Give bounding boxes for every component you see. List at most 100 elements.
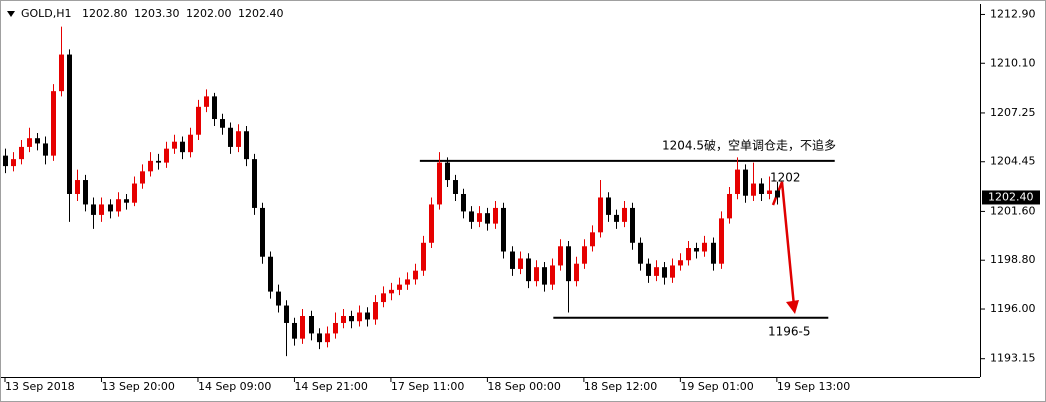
candle-body xyxy=(3,155,8,167)
candle-body xyxy=(558,246,563,266)
candle-body xyxy=(325,333,330,343)
candle-body xyxy=(638,242,643,264)
candle-body xyxy=(751,183,756,196)
x-tick-label: 18 Sep 12:00 xyxy=(584,380,657,393)
candle-body xyxy=(743,169,748,196)
candle-body xyxy=(204,96,209,107)
header-value: 1202.40 xyxy=(238,7,284,20)
candle-body xyxy=(582,246,587,264)
candle-body xyxy=(292,322,297,339)
candle-body xyxy=(694,248,699,252)
current-price-box xyxy=(982,190,1040,205)
candle-body xyxy=(453,180,458,194)
candle-body xyxy=(574,263,579,282)
candle-body xyxy=(381,293,386,303)
candle-body xyxy=(670,265,675,278)
candle-body xyxy=(75,180,80,194)
y-tick-label: 1212.90 xyxy=(990,7,1036,20)
y-tick-label: 1193.15 xyxy=(990,352,1036,365)
candle-body xyxy=(268,256,273,292)
candle-body xyxy=(236,131,241,147)
candle-body xyxy=(526,258,531,282)
candle-body xyxy=(27,138,32,147)
candle-body xyxy=(132,183,137,203)
header-value: 1202.80 xyxy=(82,7,128,20)
candle-body xyxy=(365,312,370,320)
candle-body xyxy=(429,204,434,243)
candle-body xyxy=(244,131,249,160)
y-tick-label: 1196.00 xyxy=(990,302,1036,315)
candle-body xyxy=(711,242,716,264)
candle-body xyxy=(518,258,523,269)
candle-body xyxy=(767,190,772,194)
candle-body xyxy=(188,134,193,153)
candle-body xyxy=(493,207,498,224)
candle-body xyxy=(727,193,732,219)
candle-body xyxy=(598,197,603,233)
candle-body xyxy=(534,267,539,282)
candle-body xyxy=(654,267,659,276)
x-tick-label: 19 Sep 01:00 xyxy=(680,380,753,393)
x-tick-label: 18 Sep 00:00 xyxy=(487,380,560,393)
annotation: 1196-5 xyxy=(768,325,811,339)
candle-body xyxy=(469,211,474,222)
candle-body xyxy=(477,213,482,222)
candle-body xyxy=(140,171,145,184)
candle-body xyxy=(99,204,104,215)
candle-body xyxy=(702,242,707,252)
candle-body xyxy=(389,289,394,294)
current-price-label: 1202.40 xyxy=(988,190,1034,203)
candle-body xyxy=(630,207,635,243)
y-tick-label: 1210.10 xyxy=(990,56,1036,69)
candle-body xyxy=(421,242,426,271)
candle-body xyxy=(719,218,724,264)
candle-body xyxy=(83,180,88,205)
candle-body xyxy=(341,315,346,323)
candle-body xyxy=(317,333,322,343)
candle-body xyxy=(11,159,16,167)
header-value: 1202.00 xyxy=(186,7,232,20)
annotation: 1202 xyxy=(770,171,801,185)
candle-body xyxy=(614,214,619,222)
candle-body xyxy=(510,251,515,269)
candle-body xyxy=(51,91,56,156)
candle-body xyxy=(35,138,40,144)
candle-body xyxy=(373,302,378,320)
candle-body xyxy=(622,207,627,222)
candle-body xyxy=(333,322,338,334)
candle-body xyxy=(116,199,121,212)
candle-body xyxy=(437,162,442,205)
menu-triangle[interactable] xyxy=(7,11,15,17)
symbol: GOLD,H1 xyxy=(21,7,72,20)
candle-body xyxy=(156,160,161,163)
candle-body xyxy=(19,146,24,160)
x-tick-label: 17 Sep 11:00 xyxy=(391,380,464,393)
candle-body xyxy=(43,143,48,156)
candle-body xyxy=(67,54,72,194)
candle-body xyxy=(501,207,506,252)
candle-body xyxy=(284,305,289,323)
candle-body xyxy=(566,246,571,282)
candle-body xyxy=(759,183,764,194)
candle-body xyxy=(228,127,233,147)
candle-body xyxy=(309,315,314,334)
x-tick-label: 13 Sep 2018 xyxy=(5,380,75,393)
candle-body xyxy=(108,204,113,212)
candle-body xyxy=(461,193,466,212)
x-tick-label: 13 Sep 20:00 xyxy=(101,380,174,393)
candle-body xyxy=(678,260,683,266)
y-tick-label: 1198.80 xyxy=(990,253,1036,266)
candle-body xyxy=(606,197,611,215)
y-tick-label: 1201.60 xyxy=(990,204,1036,217)
candle-body xyxy=(260,207,265,257)
header-values: 1202.80 1203.30 1202.00 1202.40 xyxy=(82,7,284,20)
candle-body xyxy=(397,284,402,290)
header-value: 1203.30 xyxy=(134,7,180,20)
candle-body xyxy=(686,248,691,261)
candle-body xyxy=(662,267,667,278)
candle-body xyxy=(148,160,153,172)
x-tick-label: 14 Sep 21:00 xyxy=(294,380,367,393)
candle-body xyxy=(405,279,410,285)
